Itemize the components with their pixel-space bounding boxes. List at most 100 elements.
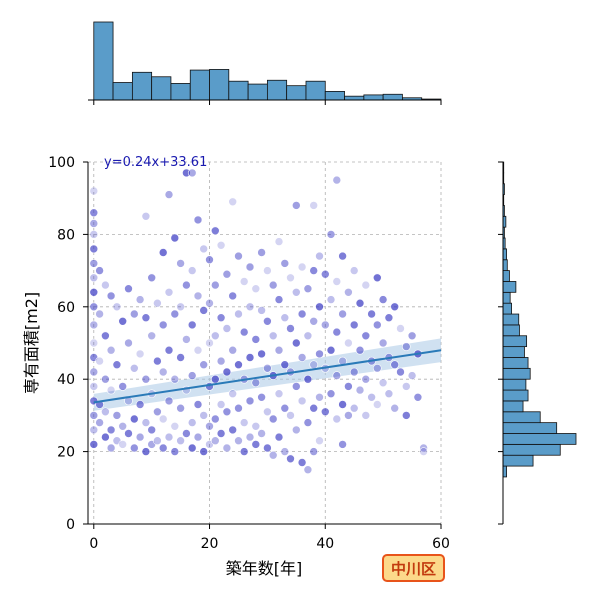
scatter-point bbox=[106, 385, 116, 395]
scatter-point bbox=[344, 287, 353, 297]
scatter-point bbox=[251, 335, 261, 344]
scatter-point bbox=[390, 360, 400, 370]
scatter-point bbox=[257, 248, 266, 257]
scatter-point bbox=[234, 403, 243, 413]
scatter-point bbox=[193, 291, 203, 301]
right-histogram-bar bbox=[502, 378, 527, 391]
scatter-point bbox=[315, 349, 324, 359]
scatter-point bbox=[124, 338, 133, 348]
scatter-point bbox=[193, 215, 203, 225]
scatter-point bbox=[332, 414, 342, 424]
scatter-point bbox=[274, 432, 284, 442]
scatter-point bbox=[118, 382, 127, 391]
scatter-point bbox=[158, 443, 168, 453]
scatter-point bbox=[216, 356, 226, 366]
top-histogram-bar bbox=[286, 85, 307, 101]
scatter-point bbox=[361, 331, 371, 341]
top-histogram-bar bbox=[209, 69, 230, 101]
scatter-point bbox=[153, 298, 162, 308]
right-histogram-bar bbox=[502, 465, 507, 478]
scatter-point bbox=[222, 269, 232, 279]
right-histogram-bar bbox=[502, 270, 510, 282]
top-histogram-bar bbox=[344, 95, 365, 101]
scatter-point bbox=[338, 440, 347, 449]
scatter-point bbox=[176, 259, 185, 268]
scatter-point bbox=[286, 454, 295, 464]
scatter-point bbox=[228, 291, 237, 301]
scatter-point bbox=[390, 403, 400, 413]
scatter-point bbox=[187, 443, 197, 453]
scatter-point bbox=[141, 374, 151, 384]
scatter-point bbox=[211, 414, 220, 424]
right-histogram-bar bbox=[502, 389, 529, 402]
scatter-point bbox=[338, 309, 347, 319]
scatter-point bbox=[309, 201, 319, 210]
scatter-point bbox=[297, 396, 307, 406]
scatter-point bbox=[164, 287, 174, 297]
scatter-point bbox=[257, 306, 266, 315]
scatter-point bbox=[205, 298, 214, 308]
scatter-point bbox=[245, 302, 255, 312]
scatter-point bbox=[147, 331, 156, 341]
top-histogram-bar bbox=[363, 94, 384, 101]
scatter-point bbox=[332, 277, 342, 286]
scatter-point bbox=[228, 425, 237, 435]
scatter-point bbox=[106, 425, 116, 435]
top-histogram-bar bbox=[151, 76, 172, 101]
scatter-point bbox=[401, 411, 411, 420]
scatter-point bbox=[315, 436, 324, 446]
scatter-point bbox=[130, 309, 139, 319]
scatter-point bbox=[130, 414, 139, 424]
scatter-point bbox=[228, 345, 237, 355]
scatter-point bbox=[274, 237, 284, 246]
scatter-point bbox=[326, 295, 336, 304]
scatter-point bbox=[205, 255, 214, 265]
scatter-point bbox=[338, 400, 347, 409]
scatter-point bbox=[361, 411, 371, 420]
top-histogram-bar bbox=[382, 93, 403, 101]
scatter-point bbox=[372, 400, 382, 409]
scatter-point bbox=[222, 367, 232, 377]
scatter-point bbox=[315, 251, 324, 261]
scatter-point bbox=[263, 316, 272, 326]
right-histogram bbox=[498, 161, 577, 525]
scatter-point bbox=[291, 287, 301, 297]
scatter-point bbox=[344, 411, 353, 420]
scatter-point bbox=[309, 360, 319, 370]
scatter-point bbox=[112, 302, 122, 312]
scatter-point bbox=[101, 331, 110, 341]
scatter-point bbox=[291, 425, 301, 435]
scatter-point bbox=[286, 273, 295, 283]
scatter-point bbox=[407, 331, 417, 341]
scatter-point bbox=[268, 414, 278, 424]
scatter-point bbox=[170, 374, 180, 384]
scatter-point bbox=[332, 371, 342, 380]
scatter-axes: 0 20 40 60 0 20 40 60 80 100 bbox=[48, 155, 450, 552]
scatter-point bbox=[263, 443, 272, 453]
scatter-point bbox=[245, 432, 255, 442]
scatter-point bbox=[89, 259, 99, 268]
scatter-point bbox=[303, 374, 313, 384]
scatter-point bbox=[89, 367, 99, 377]
x-tick-label: 20 bbox=[201, 536, 219, 552]
scatter-point bbox=[187, 320, 197, 330]
scatter-point bbox=[303, 418, 313, 427]
scatter-point bbox=[355, 345, 365, 355]
scatter-point bbox=[257, 429, 266, 438]
y-axis-title: 専有面積[m2] bbox=[22, 292, 41, 394]
scatter-point bbox=[234, 309, 243, 319]
top-histogram-bar bbox=[170, 83, 191, 101]
scatter-point bbox=[222, 407, 232, 417]
scatter-point bbox=[211, 280, 220, 290]
scatter-point bbox=[228, 197, 237, 207]
scatter-point bbox=[378, 338, 388, 348]
scatter-point bbox=[297, 353, 307, 362]
right-histogram-bar bbox=[502, 248, 507, 261]
scatter-point bbox=[286, 411, 295, 420]
scatter-point bbox=[205, 338, 214, 348]
scatter-point bbox=[419, 443, 428, 453]
scatter-point bbox=[135, 432, 145, 442]
right-histogram-bar bbox=[502, 346, 525, 358]
scatter-point bbox=[280, 403, 290, 413]
